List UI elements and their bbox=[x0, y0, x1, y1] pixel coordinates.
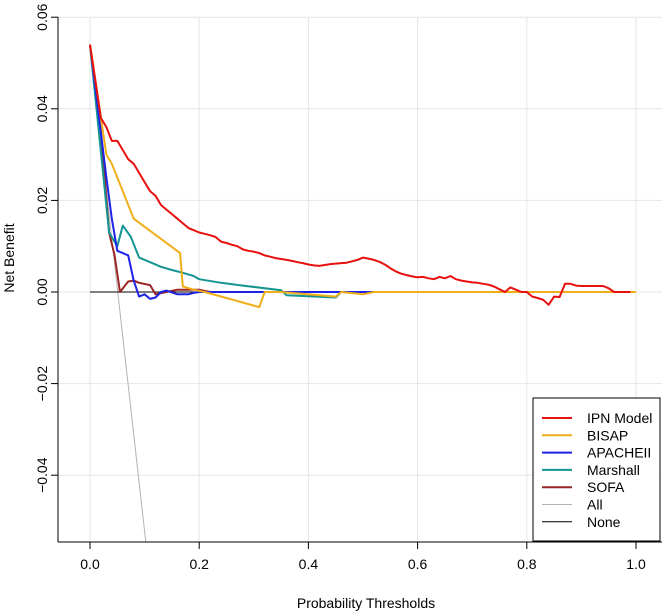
x-tick-label: 0.0 bbox=[80, 556, 100, 572]
x-tick-label: 0.2 bbox=[189, 556, 209, 572]
y-tick-label: 0.00 bbox=[34, 278, 50, 305]
legend-label-bisap: BISAP bbox=[587, 427, 628, 443]
y-tick-label: −0.02 bbox=[34, 366, 50, 402]
series-line-ipn-model bbox=[89, 44, 631, 306]
y-axis: −0.04 −0.02 0.00 0.02 0.04 0.06 bbox=[34, 3, 58, 493]
y-tick-label: −0.04 bbox=[34, 457, 50, 493]
legend-label-marshall: Marshall bbox=[587, 462, 640, 478]
y-tick-label: 0.02 bbox=[34, 187, 50, 214]
legend-label-sofa: SOFA bbox=[587, 479, 625, 495]
x-tick-label: 0.6 bbox=[408, 556, 428, 572]
y-axis-title: Net Benefit bbox=[1, 223, 17, 292]
y-tick-label: 0.06 bbox=[34, 3, 50, 30]
legend-label-none: None bbox=[587, 514, 621, 530]
series-line-apacheii bbox=[89, 44, 636, 300]
y-tick-label: 0.04 bbox=[34, 95, 50, 122]
x-tick-label: 0.8 bbox=[517, 556, 537, 572]
series-line-bisap bbox=[89, 44, 636, 309]
x-axis: 0.0 0.2 0.4 0.6 0.8 1.0 bbox=[80, 542, 646, 572]
legend-label-ipn-model: IPN Model bbox=[587, 410, 652, 426]
legend-label-apacheii: APACHEII bbox=[587, 445, 651, 461]
series-line-marshall bbox=[89, 44, 636, 299]
x-tick-label: 1.0 bbox=[626, 556, 646, 572]
x-tick-label: 0.4 bbox=[299, 556, 319, 572]
legend-label-all: All bbox=[587, 497, 603, 513]
series-layer bbox=[89, 44, 636, 542]
x-axis-title: Probability Thresholds bbox=[297, 595, 435, 611]
